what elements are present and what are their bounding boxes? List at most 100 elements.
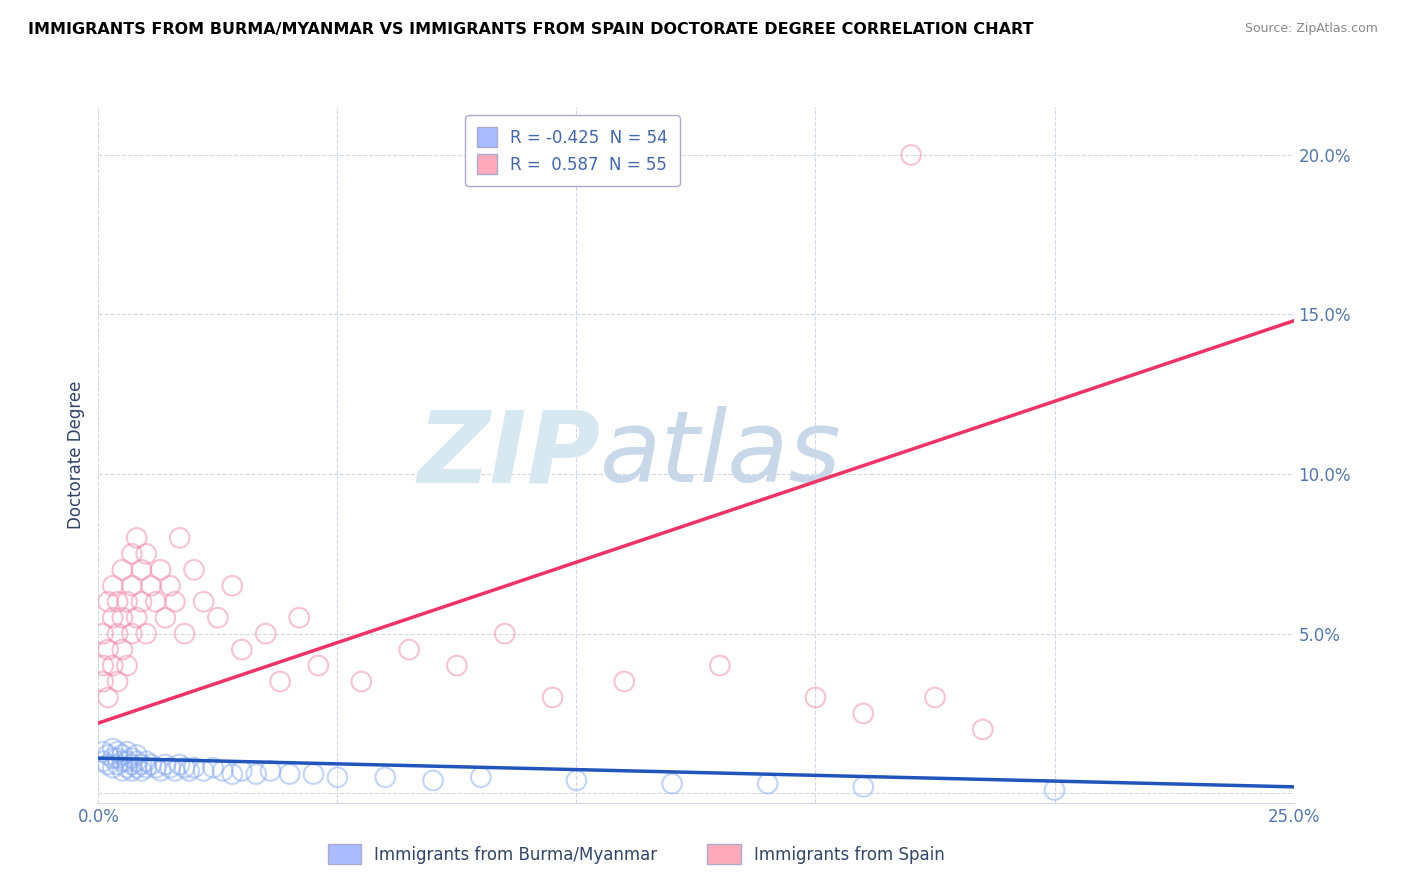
Point xyxy=(211,764,233,778)
Text: atlas: atlas xyxy=(600,407,842,503)
Point xyxy=(259,764,281,778)
Text: IMMIGRANTS FROM BURMA/MYANMAR VS IMMIGRANTS FROM SPAIN DOCTORATE DEGREE CORRELAT: IMMIGRANTS FROM BURMA/MYANMAR VS IMMIGRA… xyxy=(28,22,1033,37)
Point xyxy=(131,764,153,778)
Point xyxy=(278,767,301,781)
Point xyxy=(91,745,114,759)
Point xyxy=(231,764,253,778)
Point xyxy=(115,745,138,759)
Point xyxy=(107,626,129,640)
Point xyxy=(288,610,311,624)
Point xyxy=(207,610,229,624)
Point xyxy=(91,674,114,689)
Point xyxy=(139,757,162,772)
Point xyxy=(494,626,516,640)
Point xyxy=(972,723,994,737)
Point xyxy=(173,626,195,640)
Point xyxy=(115,761,138,775)
Point xyxy=(101,658,124,673)
Point xyxy=(111,747,134,762)
Point xyxy=(202,761,225,775)
Point xyxy=(422,773,444,788)
Point xyxy=(307,658,329,673)
Point xyxy=(111,764,134,778)
Point xyxy=(245,767,267,781)
Point xyxy=(107,745,129,759)
Point xyxy=(221,767,243,781)
Point xyxy=(111,754,134,768)
Point xyxy=(155,610,177,624)
Point xyxy=(101,751,124,765)
Point xyxy=(374,770,396,784)
Point xyxy=(97,642,120,657)
Point xyxy=(852,706,875,721)
Point xyxy=(121,547,143,561)
Point xyxy=(91,626,114,640)
Point xyxy=(135,761,157,775)
Point xyxy=(398,642,420,657)
Point xyxy=(159,579,181,593)
Point xyxy=(125,531,148,545)
Point xyxy=(101,741,124,756)
Point xyxy=(135,547,157,561)
Point xyxy=(193,595,215,609)
Point xyxy=(302,767,325,781)
Point xyxy=(121,764,143,778)
Point xyxy=(101,579,124,593)
Point xyxy=(135,626,157,640)
Point xyxy=(1043,783,1066,797)
Text: ZIP: ZIP xyxy=(418,407,600,503)
Point xyxy=(121,751,143,765)
Point xyxy=(125,754,148,768)
Point xyxy=(131,595,153,609)
Point xyxy=(183,761,205,775)
Point xyxy=(139,579,162,593)
Point xyxy=(254,626,277,640)
Point xyxy=(149,563,172,577)
Point xyxy=(111,563,134,577)
Point xyxy=(97,747,120,762)
Point xyxy=(149,764,172,778)
Point xyxy=(169,757,191,772)
Point xyxy=(169,531,191,545)
Point xyxy=(97,690,120,705)
Point xyxy=(121,757,143,772)
Point xyxy=(470,770,492,784)
Point xyxy=(326,770,349,784)
Point xyxy=(183,563,205,577)
Point xyxy=(269,674,291,689)
Point xyxy=(159,761,181,775)
Point xyxy=(163,595,186,609)
Point xyxy=(163,764,186,778)
Point xyxy=(115,754,138,768)
Point xyxy=(173,761,195,775)
Point xyxy=(115,658,138,673)
Point xyxy=(541,690,564,705)
Point xyxy=(924,690,946,705)
Point xyxy=(179,764,201,778)
Point xyxy=(756,777,779,791)
Legend: Immigrants from Burma/Myanmar, Immigrants from Spain: Immigrants from Burma/Myanmar, Immigrant… xyxy=(321,838,952,871)
Point xyxy=(101,610,124,624)
Point xyxy=(121,626,143,640)
Point xyxy=(145,595,167,609)
Point xyxy=(221,579,243,593)
Point xyxy=(613,674,636,689)
Point xyxy=(97,757,120,772)
Point xyxy=(565,773,588,788)
Point xyxy=(125,610,148,624)
Point xyxy=(131,757,153,772)
Point xyxy=(193,764,215,778)
Point xyxy=(125,747,148,762)
Point xyxy=(446,658,468,673)
Text: Source: ZipAtlas.com: Source: ZipAtlas.com xyxy=(1244,22,1378,36)
Point xyxy=(231,642,253,657)
Point xyxy=(111,642,134,657)
Point xyxy=(804,690,827,705)
Point xyxy=(350,674,373,689)
Point xyxy=(101,761,124,775)
Point xyxy=(145,761,167,775)
Point xyxy=(135,754,157,768)
Point xyxy=(91,658,114,673)
Point xyxy=(107,595,129,609)
Point xyxy=(107,757,129,772)
